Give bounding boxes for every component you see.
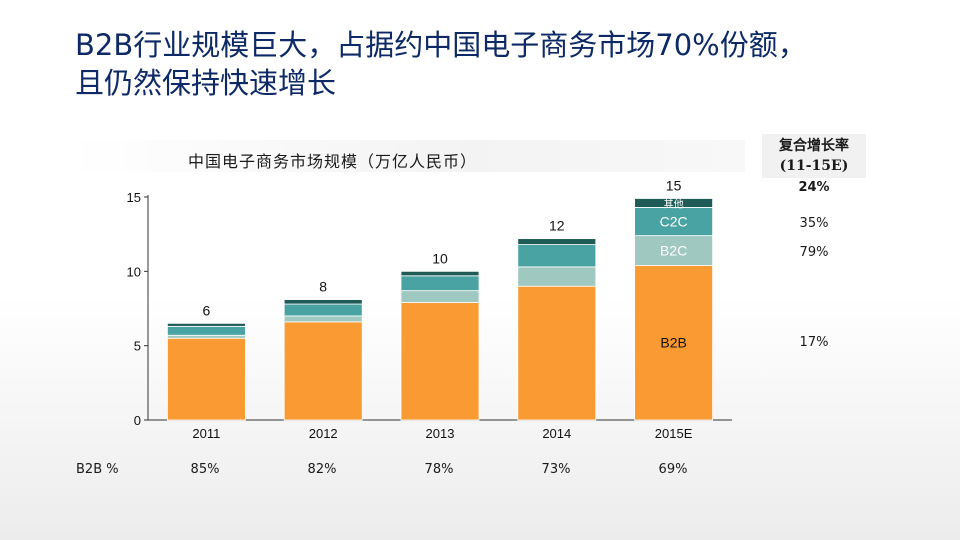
cagr-other: 35% — [799, 216, 829, 231]
x-tick-label-2013: 2013 — [426, 426, 455, 441]
bar-other-2013 — [400, 270, 480, 277]
x-tick-label-2012: 2012 — [309, 426, 338, 441]
b2b-share-2011: 85% — [190, 462, 220, 477]
y-tick-label-10: 10 — [127, 264, 141, 279]
bar-b2c-2012 — [283, 315, 363, 323]
cagr-header-title: 复合增长率 — [779, 138, 849, 154]
cagr-total: 24% — [798, 180, 830, 195]
x-tick-label-2011: 2011 — [192, 426, 220, 441]
bar-other-2015e — [634, 198, 713, 208]
bar-other-2012 — [283, 299, 363, 305]
segment-label-other-2015e: 其他 — [664, 197, 684, 210]
x-tick-label-2014: 2014 — [542, 426, 571, 441]
cagr-b2c: 79% — [799, 245, 829, 260]
y-tick-label-5: 5 — [134, 339, 141, 354]
y-tick-label-15: 15 — [127, 190, 141, 205]
bar-b2b-2011 — [166, 337, 246, 421]
bar-c2c-2015e — [634, 207, 713, 237]
bar-b2c-2011 — [166, 334, 246, 339]
bar-b2b-2015e — [634, 264, 713, 421]
chart-title: 中国电子商务市场规模（万亿人民币） — [188, 152, 478, 171]
total-label-2014: 12 — [549, 218, 565, 234]
b2b-share-2012: 82% — [307, 462, 337, 477]
bar-c2c-2011 — [166, 325, 246, 336]
x-tick-label-2015e: 2015E — [655, 426, 693, 441]
total-label-2012: 8 — [319, 279, 327, 295]
b2b-share-label: B2B % — [76, 462, 119, 477]
b2b-share-2013: 78% — [424, 462, 454, 477]
chart-header-band — [70, 140, 745, 172]
total-label-2013: 10 — [432, 250, 448, 266]
bar-b2c-2013 — [400, 290, 480, 303]
segment-label-b2c-2015e: B2C — [660, 243, 687, 259]
bar-other-2014 — [517, 238, 597, 245]
cagr-b2b: 17% — [799, 335, 829, 350]
y-tick-label-0: 0 — [134, 413, 141, 428]
b2b-share-2015e: 69% — [658, 462, 688, 477]
bar-c2c-2012 — [283, 303, 363, 317]
bar-b2b-2014 — [517, 285, 597, 421]
cagr-header-period: (11-15E) — [779, 158, 849, 174]
page-title: B2B行业规模巨大，占据约中国电子商务市场70%份额， 且仍然保持快速增长 — [75, 26, 935, 102]
bar-other-2011 — [166, 322, 246, 327]
title-line-2: 且仍然保持快速增长 — [75, 66, 337, 100]
bar-c2c-2013 — [400, 275, 480, 292]
segment-label-c2c-2015e: C2C — [660, 214, 688, 230]
b2b-share-2014: 73% — [541, 462, 571, 477]
bar-c2c-2014 — [517, 244, 597, 268]
cagr-header: 复合增长率 (11-15E) — [762, 134, 866, 178]
title-line-1: B2B行业规模巨大，占据约中国电子商务市场70%份额， — [75, 28, 807, 62]
total-label-2015e: 15 — [666, 177, 682, 193]
total-label-2011: 6 — [203, 302, 211, 318]
bar-b2c-2014 — [517, 266, 597, 287]
segment-label-b2b-2015e: B2B — [660, 335, 686, 351]
bar-b2b-2012 — [283, 321, 363, 421]
bar-b2b-2013 — [400, 302, 480, 421]
